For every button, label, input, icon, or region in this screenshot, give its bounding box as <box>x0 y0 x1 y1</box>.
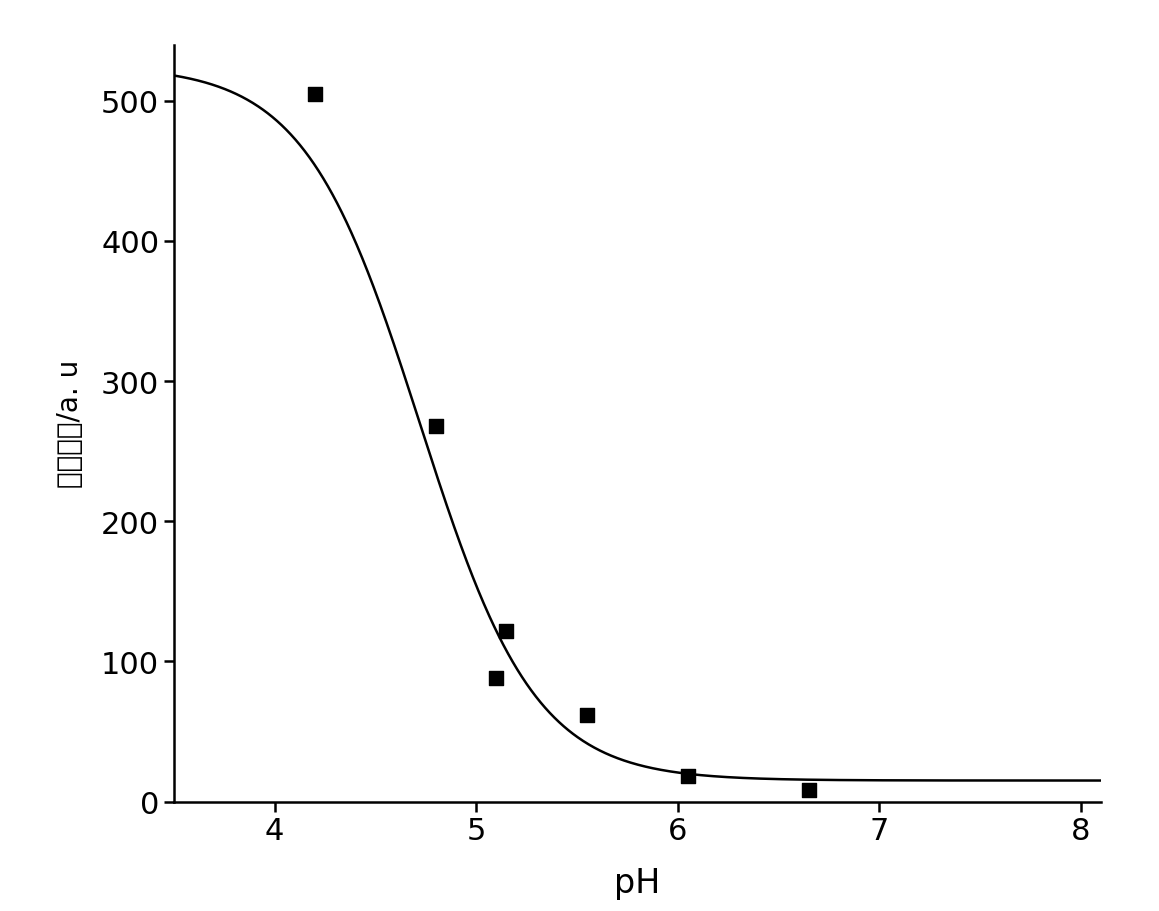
Point <box>800 783 818 798</box>
Point <box>578 708 597 722</box>
Point <box>487 671 505 686</box>
Point <box>678 769 697 783</box>
X-axis label: pH: pH <box>614 866 661 899</box>
Point <box>306 87 325 102</box>
Y-axis label: 荧光强度/a. u: 荧光强度/a. u <box>57 360 85 487</box>
Point <box>427 419 445 434</box>
Point <box>497 623 516 638</box>
